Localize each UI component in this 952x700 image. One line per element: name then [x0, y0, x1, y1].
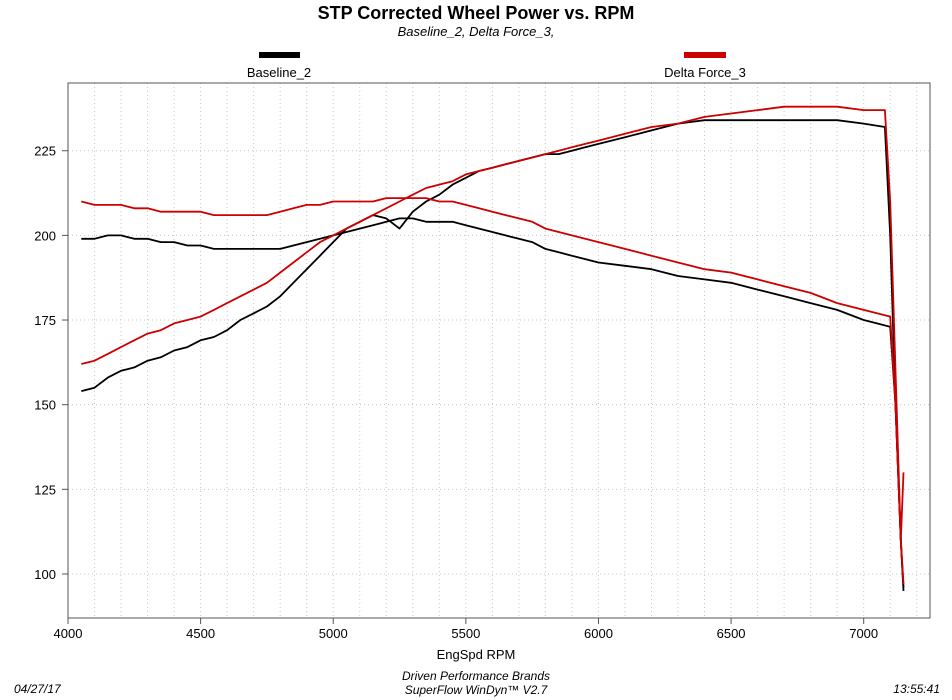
y-tick-label: 125: [34, 482, 56, 497]
x-tick-label: 6500: [717, 626, 746, 641]
delta-force-curve-0: [81, 105, 905, 585]
footer-company: Driven Performance Brands: [402, 669, 550, 683]
x-axis-label: EngSpd RPM: [437, 647, 516, 662]
grid: [68, 83, 930, 618]
footer-software: SuperFlow WinDyn™ V2.7: [405, 683, 549, 697]
x-tick-label: 6000: [584, 626, 613, 641]
baseline-curve-0: [81, 119, 905, 588]
series-lines: [81, 105, 905, 591]
x-tick-label: 4500: [186, 626, 215, 641]
legend-label-delta: Delta Force_3: [664, 65, 746, 80]
y-tick-label: 175: [34, 313, 56, 328]
legend-label-baseline: Baseline_2: [247, 65, 311, 80]
delta-force-curve-1: [81, 197, 905, 541]
footer-time: 13:55:41: [893, 682, 940, 696]
y-tick-label: 150: [34, 398, 56, 413]
y-tick-label: 100: [34, 567, 56, 582]
x-tick-label: 4000: [54, 626, 83, 641]
plot-frame: [67, 82, 931, 619]
y-tick-label: 225: [34, 144, 56, 159]
x-tick-label: 5000: [319, 626, 348, 641]
legend: Baseline_2 Delta Force_3: [247, 52, 746, 80]
footer-date: 04/27/17: [14, 682, 62, 696]
x-tick-label: 5500: [451, 626, 480, 641]
x-tick-label: 7000: [849, 626, 878, 641]
y-tick-label: 200: [34, 228, 56, 243]
baseline-curve-1: [81, 217, 905, 591]
chart-subtitle: Baseline_2, Delta Force_3,: [398, 24, 555, 39]
tick-labels: 4000 4500 5000 5500 6000 6500 7000 100 125 150 175…: [34, 144, 878, 641]
chart-title: STP Corrected Wheel Power vs. RPM: [318, 3, 635, 23]
